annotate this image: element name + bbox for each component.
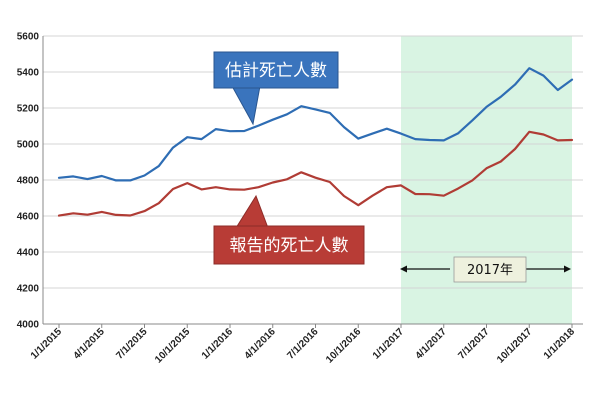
x-tick-label: 1/1/2016 <box>200 326 236 362</box>
x-tick-label: 7/1/2016 <box>285 326 321 362</box>
x-axis-tick-labels: 1/1/2015 4/1/2015 7/1/2015 10/1/2015 1/1/201… <box>29 326 578 366</box>
callout-reported: 報告的死亡人數 <box>213 194 365 265</box>
x-tick-label: 1/1/2018 <box>542 326 578 362</box>
y-tick-label: 4800 <box>17 176 40 187</box>
series-line-reported <box>57 130 574 217</box>
callout-reported-pointer <box>235 194 269 229</box>
callout-estimated-label: 估計死亡人數 <box>225 61 327 81</box>
x-tick-label: 1/1/2017 <box>371 326 407 362</box>
y-axis-tick-labels: 4000 4200 4400 4600 4800 5000 5200 5400 5600 <box>17 32 40 331</box>
range-arrow-left-head <box>400 265 407 273</box>
x-tick-label: 4/1/2017 <box>414 326 450 362</box>
x-tick-label: 7/1/2017 <box>456 326 492 362</box>
x-tick-label: 10/1/2015 <box>153 326 193 366</box>
callout-estimated: 估計死亡人數 <box>213 51 339 126</box>
series-lines <box>57 67 574 217</box>
x-tick-label: 4/1/2015 <box>72 326 108 362</box>
x-tick-label: 10/1/2017 <box>495 326 535 366</box>
callout-estimated-pointer <box>231 85 261 126</box>
range-label-box <box>453 256 527 283</box>
y-tick-label: 5600 <box>17 32 40 43</box>
x-tick-label: 7/1/2015 <box>114 326 150 362</box>
x-tick-label: 10/1/2016 <box>324 326 364 366</box>
series-line-estimated <box>57 67 574 182</box>
callout-estimated-box <box>213 51 339 89</box>
x-tick-label: 1/1/2015 <box>29 326 65 362</box>
range-label: 2017年 <box>467 263 513 278</box>
callout-reported-label: 報告的死亡人數 <box>230 236 349 256</box>
y-tick-label: 4400 <box>17 248 40 259</box>
y-tick-label: 5000 <box>17 140 40 151</box>
y-tick-label: 4000 <box>17 320 40 331</box>
callout-reported-box <box>213 225 365 265</box>
y-tick-label: 4200 <box>17 284 40 295</box>
y-tick-label: 4600 <box>17 212 40 223</box>
y-tick-label: 5400 <box>17 68 40 79</box>
range-arrow-2017: 2017年 <box>400 256 571 283</box>
range-arrow-right-head <box>564 265 571 273</box>
x-tick-label: 4/1/2016 <box>243 326 279 362</box>
y-tick-label: 5200 <box>17 104 40 115</box>
axes <box>42 36 583 328</box>
